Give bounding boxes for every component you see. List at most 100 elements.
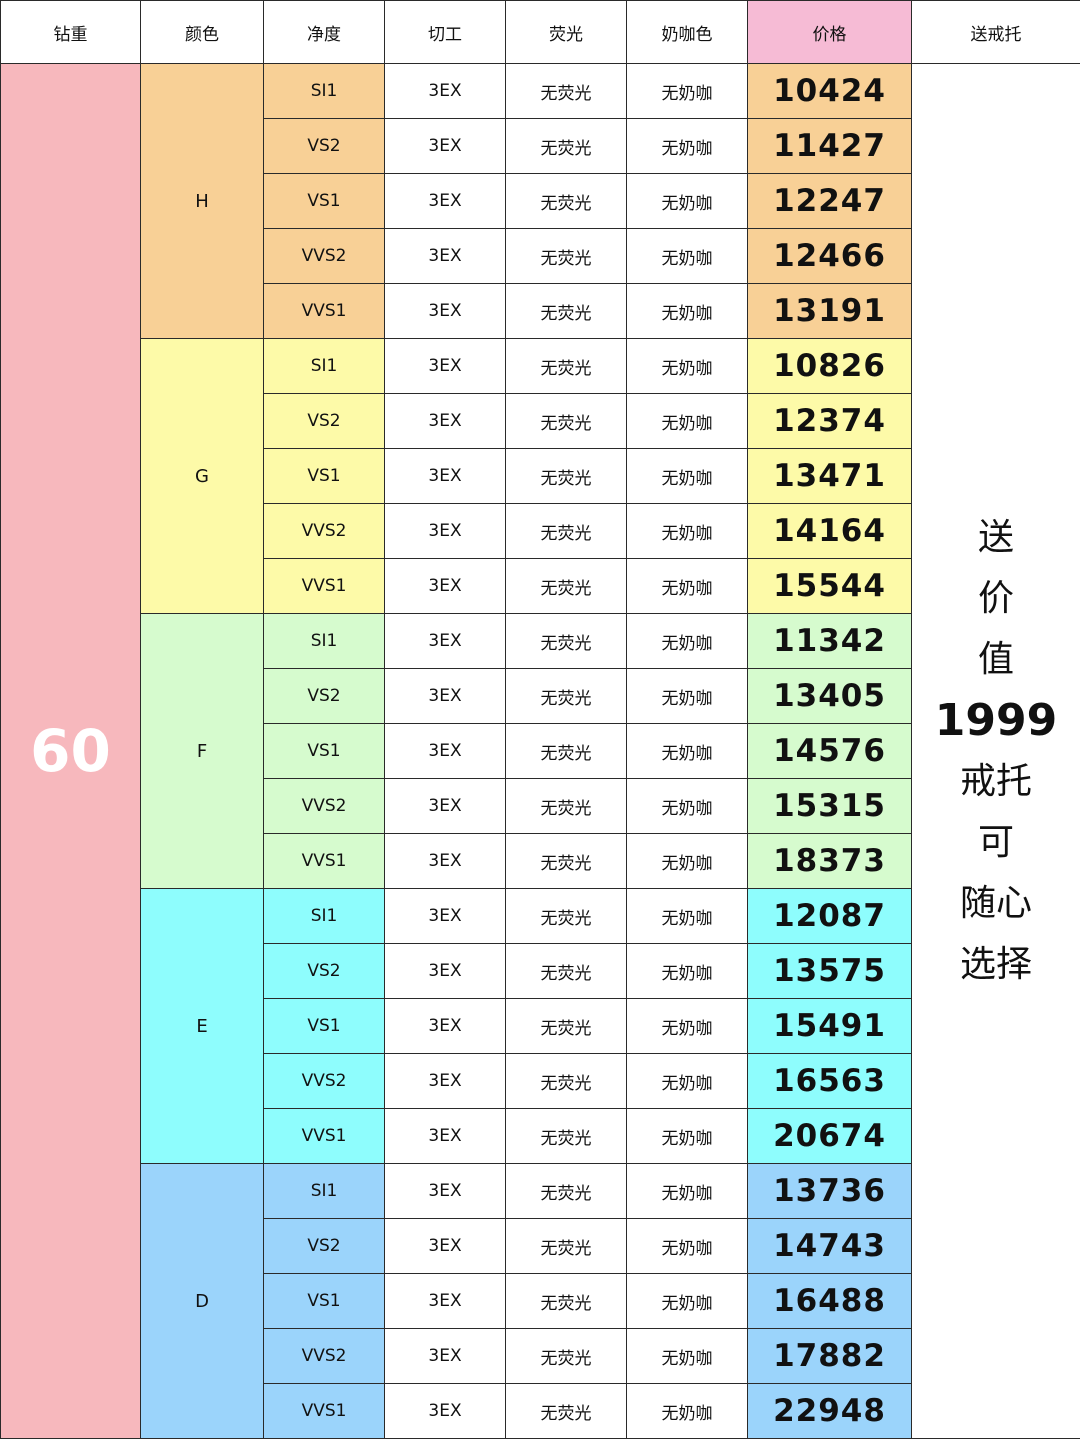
cut-cell: 3EX bbox=[384, 668, 506, 724]
fluorescence-cell: 无荧光 bbox=[505, 723, 627, 779]
price-cell: 15544 bbox=[747, 558, 912, 614]
table-row: VVS1 3EX 无荧光 无奶咖 15544 bbox=[1, 558, 1080, 614]
cut-cell: 3EX bbox=[384, 1383, 506, 1439]
tint-cell: 无奶咖 bbox=[626, 338, 748, 394]
header-fluorescence: 荧光 bbox=[505, 0, 627, 64]
cut-cell: 3EX bbox=[384, 448, 506, 504]
price-cell: 10826 bbox=[747, 338, 912, 394]
price-cell: 12374 bbox=[747, 393, 912, 449]
clarity-cell: VS1 bbox=[263, 1273, 385, 1329]
header-row: 钻重 颜色 净度 切工 荧光 奶咖色 价格 送戒托 bbox=[0, 0, 1080, 64]
cut-cell: 3EX bbox=[384, 118, 506, 174]
clarity-cell: SI1 bbox=[263, 613, 385, 669]
header-weight: 钻重 bbox=[0, 0, 141, 64]
gift-promo-line: 戒托 bbox=[959, 761, 1032, 802]
tint-cell: 无奶咖 bbox=[626, 943, 748, 999]
table-row: VVS1 3EX 无荧光 无奶咖 18373 bbox=[1, 833, 1080, 889]
table-row: VS2 3EX 无荧光 无奶咖 11427 bbox=[1, 118, 1080, 174]
tint-cell: 无奶咖 bbox=[626, 1383, 748, 1439]
price-cell: 17882 bbox=[747, 1328, 912, 1384]
tint-cell: 无奶咖 bbox=[626, 118, 748, 174]
cut-cell: 3EX bbox=[384, 1053, 506, 1109]
cut-cell: 3EX bbox=[384, 173, 506, 229]
fluorescence-cell: 无荧光 bbox=[505, 228, 627, 284]
table-row: VVS2 3EX 无荧光 无奶咖 12466 bbox=[1, 228, 1080, 284]
tint-cell: 无奶咖 bbox=[626, 613, 748, 669]
tint-cell: 无奶咖 bbox=[626, 1218, 748, 1274]
tint-cell: 无奶咖 bbox=[626, 1108, 748, 1164]
fluorescence-cell: 无荧光 bbox=[505, 1218, 627, 1274]
fluorescence-cell: 无荧光 bbox=[505, 63, 627, 119]
price-cell: 22948 bbox=[747, 1383, 912, 1439]
price-cell: 10424 bbox=[747, 63, 912, 119]
header-cut: 切工 bbox=[384, 0, 506, 64]
header-clarity: 净度 bbox=[263, 0, 385, 64]
table-row: VVS2 3EX 无荧光 无奶咖 15315 bbox=[1, 778, 1080, 834]
fluorescence-cell: 无荧光 bbox=[505, 503, 627, 559]
price-cell: 12466 bbox=[747, 228, 912, 284]
fluorescence-cell: 无荧光 bbox=[505, 613, 627, 669]
tint-cell: 无奶咖 bbox=[626, 778, 748, 834]
clarity-cell: VS2 bbox=[263, 118, 385, 174]
cut-cell: 3EX bbox=[384, 723, 506, 779]
tint-cell: 无奶咖 bbox=[626, 1163, 748, 1219]
table-row: VS1 3EX 无荧光 无奶咖 16488 bbox=[1, 1273, 1080, 1329]
fluorescence-cell: 无荧光 bbox=[505, 448, 627, 504]
fluorescence-cell: 无荧光 bbox=[505, 1273, 627, 1329]
cut-cell: 3EX bbox=[384, 503, 506, 559]
clarity-cell: VVS2 bbox=[263, 1053, 385, 1109]
price-cell: 14576 bbox=[747, 723, 912, 779]
price-cell: 14743 bbox=[747, 1218, 912, 1274]
cut-cell: 3EX bbox=[384, 833, 506, 889]
table-row: VVS1 3EX 无荧光 无奶咖 22948 bbox=[1, 1383, 1080, 1439]
price-cell: 11342 bbox=[747, 613, 912, 669]
clarity-cell: VVS2 bbox=[263, 228, 385, 284]
cut-cell: 3EX bbox=[384, 1163, 506, 1219]
color-grade-cell: H bbox=[140, 63, 264, 339]
cut-cell: 3EX bbox=[384, 338, 506, 394]
header-price: 价格 bbox=[747, 0, 912, 64]
cut-cell: 3EX bbox=[384, 888, 506, 944]
fluorescence-cell: 无荧光 bbox=[505, 393, 627, 449]
header-color: 颜色 bbox=[140, 0, 264, 64]
table-row: F SI1 3EX 无荧光 无奶咖 11342 bbox=[1, 613, 1080, 889]
tint-cell: 无奶咖 bbox=[626, 63, 748, 119]
tint-cell: 无奶咖 bbox=[626, 1053, 748, 1109]
price-cell: 13471 bbox=[747, 448, 912, 504]
price-cell: 13736 bbox=[747, 1163, 912, 1219]
tint-cell: 无奶咖 bbox=[626, 448, 748, 504]
clarity-cell: VVS2 bbox=[263, 1328, 385, 1384]
fluorescence-cell: 无荧光 bbox=[505, 998, 627, 1054]
tint-cell: 无奶咖 bbox=[626, 1273, 748, 1329]
price-cell: 14164 bbox=[747, 503, 912, 559]
table-header: 钻重 颜色 净度 切工 荧光 奶咖色 价格 送戒托 bbox=[0, 0, 1080, 64]
price-cell: 13575 bbox=[747, 943, 912, 999]
table-row: VVS1 3EX 无荧光 无奶咖 20674 bbox=[1, 1108, 1080, 1164]
table-row: E SI1 3EX 无荧光 无奶咖 12087 bbox=[1, 888, 1080, 1164]
clarity-cell: SI1 bbox=[263, 63, 385, 119]
cut-cell: 3EX bbox=[384, 1328, 506, 1384]
clarity-cell: VVS2 bbox=[263, 778, 385, 834]
clarity-cell: VVS1 bbox=[263, 558, 385, 614]
tint-cell: 无奶咖 bbox=[626, 173, 748, 229]
clarity-cell: VVS1 bbox=[263, 283, 385, 339]
price-cell: 13191 bbox=[747, 283, 912, 339]
gift-promo-line: 选择 bbox=[959, 944, 1032, 985]
table-body: 60 H SI1 3EX 无荧光 无奶咖 10424 送价值 1999 戒托可随心 选择 VS2 3EX… bbox=[0, 63, 1080, 1439]
color-grade-cell: D bbox=[140, 1163, 264, 1439]
fluorescence-cell: 无荧光 bbox=[505, 1383, 627, 1439]
cut-cell: 3EX bbox=[384, 998, 506, 1054]
price-cell: 20674 bbox=[747, 1108, 912, 1164]
tint-cell: 无奶咖 bbox=[626, 558, 748, 614]
cut-cell: 3EX bbox=[384, 613, 506, 669]
cut-cell: 3EX bbox=[384, 228, 506, 284]
cut-cell: 3EX bbox=[384, 778, 506, 834]
color-grade-cell: F bbox=[140, 613, 264, 889]
tint-cell: 无奶咖 bbox=[626, 723, 748, 779]
fluorescence-cell: 无荧光 bbox=[505, 833, 627, 889]
fluorescence-cell: 无荧光 bbox=[505, 1053, 627, 1109]
tint-cell: 无奶咖 bbox=[626, 1328, 748, 1384]
tint-cell: 无奶咖 bbox=[626, 503, 748, 559]
tint-cell: 无奶咖 bbox=[626, 888, 748, 944]
